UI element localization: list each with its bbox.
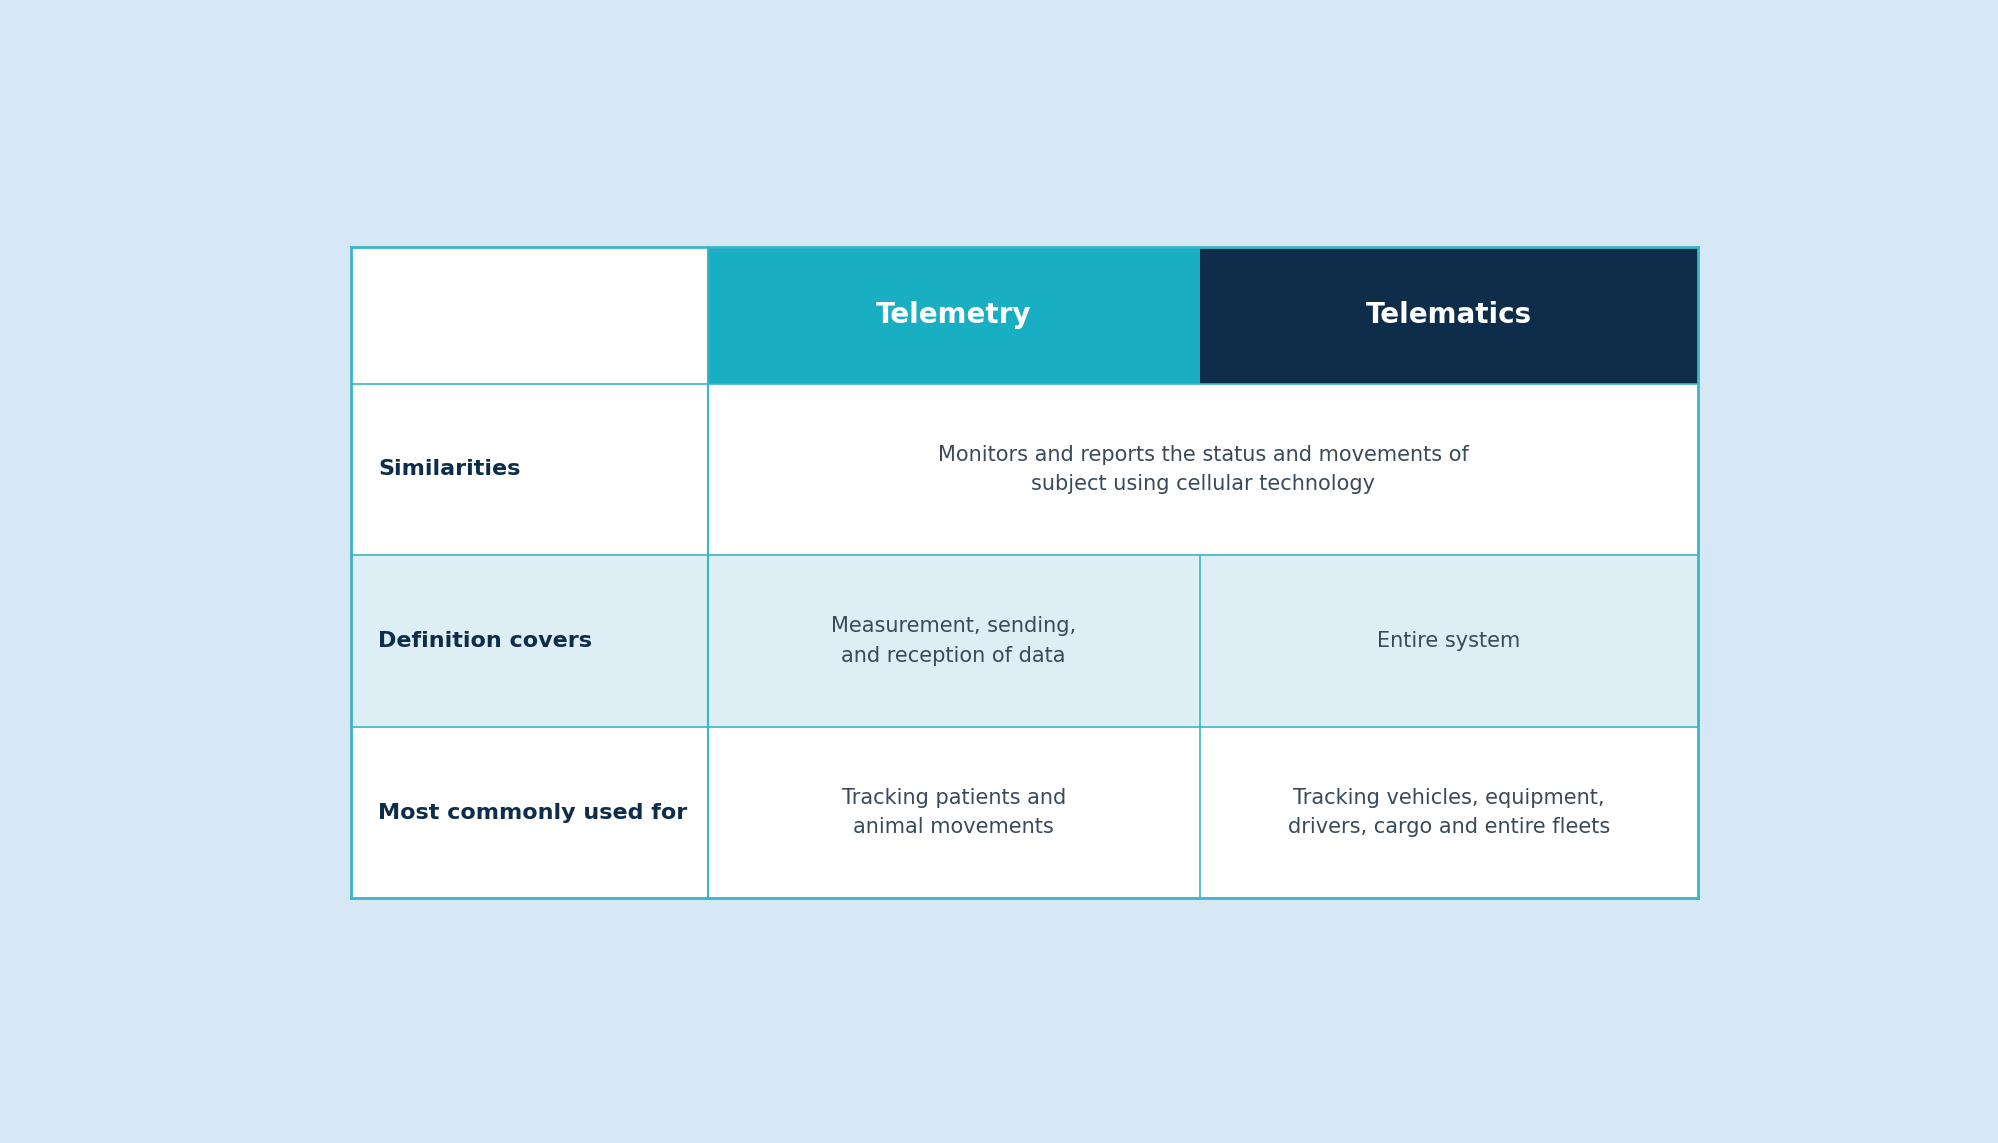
FancyBboxPatch shape: [1199, 247, 1698, 384]
FancyBboxPatch shape: [707, 247, 1199, 384]
FancyBboxPatch shape: [350, 384, 1698, 555]
Text: Definition covers: Definition covers: [378, 631, 591, 652]
Text: Most commonly used for: Most commonly used for: [378, 802, 687, 823]
FancyBboxPatch shape: [350, 727, 1698, 898]
FancyBboxPatch shape: [350, 247, 707, 384]
Text: Tracking patients and
animal movements: Tracking patients and animal movements: [841, 788, 1065, 838]
Text: Entire system: Entire system: [1377, 631, 1520, 652]
FancyBboxPatch shape: [350, 555, 1698, 727]
Text: Similarities: Similarities: [378, 459, 521, 479]
Text: Tracking vehicles, equipment,
drivers, cargo and entire fleets: Tracking vehicles, equipment, drivers, c…: [1287, 788, 1608, 838]
Text: Monitors and reports the status and movements of
subject using cellular technolo: Monitors and reports the status and move…: [937, 445, 1469, 494]
Text: Measurement, sending,
and reception of data: Measurement, sending, and reception of d…: [831, 616, 1075, 666]
Text: Telemetry: Telemetry: [875, 302, 1031, 329]
Text: Telematics: Telematics: [1365, 302, 1530, 329]
